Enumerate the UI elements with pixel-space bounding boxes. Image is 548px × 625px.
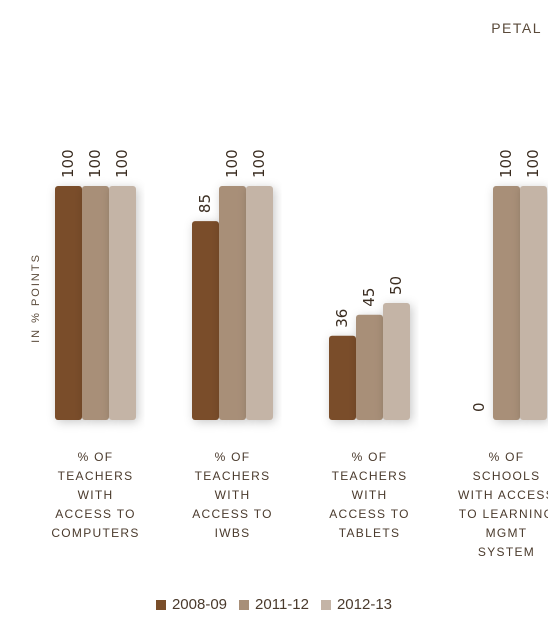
bar-2012-13-cat1 <box>109 186 136 420</box>
bar-2012-13-cat2 <box>246 186 273 420</box>
data-label-2008-09-cat1: 100 <box>59 149 77 178</box>
data-label-2012-13-cat2: 100 <box>250 149 268 178</box>
category-label-3: % OF TEACHERS WITH ACCESS TO TABLETS <box>329 450 410 540</box>
legend-label: 2012-13 <box>336 596 393 613</box>
bar-2008-09-cat1 <box>55 186 82 420</box>
legend-label: 2008-09 <box>171 596 228 613</box>
data-label-2011-12-cat2: 100 <box>223 149 241 178</box>
bar-chart: 100 85 36 0 100 100 45 100 100 100 50 100 <box>55 149 547 420</box>
data-label-2012-13-cat4: 100 <box>524 149 542 178</box>
data-label-2011-12-cat1: 100 <box>86 149 104 178</box>
data-label-2008-09-cat3: 36 <box>333 309 351 328</box>
legend-item-2008-09: 2008-09 <box>155 596 228 613</box>
category-label-1: % OF TEACHERS WITH ACCESS TO COMPUTERS <box>51 450 140 540</box>
bar-2011-12-cat1 <box>82 186 109 420</box>
legend: 2008-09 2011-12 2012-13 <box>0 596 548 613</box>
category-label-2: % OF TEACHERS WITH ACCESS TO IWBS <box>192 450 273 540</box>
legend-item-2011-12: 2011-12 <box>239 596 309 613</box>
legend-swatch <box>155 599 166 610</box>
bar-2012-13-cat3 <box>383 303 410 420</box>
bar-2011-12-cat2 <box>219 186 246 420</box>
data-label-2011-12-cat4: 100 <box>497 149 515 178</box>
category-label-4: % OF SCHOOLS WITH ACCESS TO LEARNING MGM… <box>458 450 548 559</box>
legend-item-2012-13: 2012-13 <box>320 596 393 613</box>
legend-swatch <box>239 599 250 610</box>
legend-label: 2011-12 <box>255 596 309 613</box>
legend-swatch <box>320 599 331 610</box>
data-label-2012-13-cat3: 50 <box>387 276 405 295</box>
data-label-2008-09-cat2: 85 <box>196 194 214 213</box>
bar-2008-09-cat2 <box>192 221 219 420</box>
data-label-2011-12-cat3: 45 <box>360 288 378 307</box>
bar-2011-12-cat3 <box>356 314 383 420</box>
bar-2008-09-cat3 <box>329 335 356 420</box>
header-label: PETAL <box>491 20 542 36</box>
bar-2012-13-cat4 <box>520 186 547 420</box>
data-label-2012-13-cat1: 100 <box>113 149 131 178</box>
data-label-2008-09-cat4: 0 <box>470 402 488 412</box>
bar-2011-12-cat4 <box>493 186 520 420</box>
